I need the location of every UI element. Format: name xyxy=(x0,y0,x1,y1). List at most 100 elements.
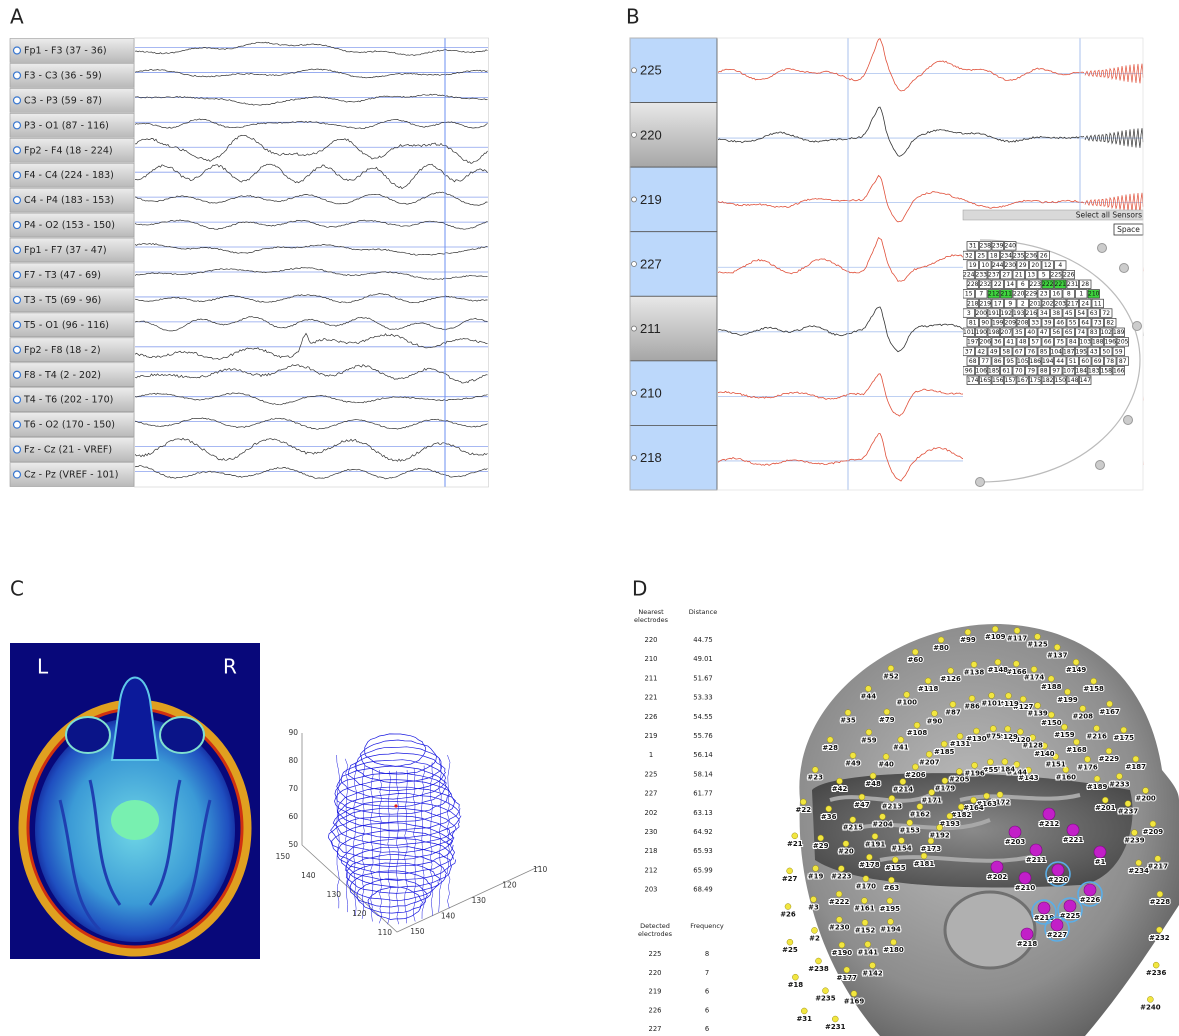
y-tick-label: 140 xyxy=(441,912,456,921)
table-cell: 7 xyxy=(705,969,709,977)
electrode xyxy=(926,751,932,757)
channel-icon xyxy=(632,68,637,73)
space-label: Space xyxy=(1117,225,1140,234)
sensor-label: 15 xyxy=(965,291,973,298)
x-tick-label: 130 xyxy=(327,890,342,899)
sensor-label: 12 xyxy=(1044,262,1052,269)
electrode-label: #40 xyxy=(878,761,894,769)
channel-label: T6 - O2 (170 - 150) xyxy=(23,420,115,431)
sensor-label: 39 xyxy=(1044,320,1052,327)
electrode-label: #227 xyxy=(1047,931,1068,939)
table-cell: 53.33 xyxy=(693,694,712,702)
sensor-label: 13 xyxy=(1027,272,1035,279)
electrode-label: #2 xyxy=(809,934,820,942)
sensor-label: 66 xyxy=(1044,339,1052,346)
electrode xyxy=(844,967,850,973)
electrode-label: #170 xyxy=(856,883,877,891)
channel-icon xyxy=(14,446,21,453)
electrode-label: #20 xyxy=(838,848,854,856)
electrode-label: #223 xyxy=(831,873,852,881)
sensor-label: 47 xyxy=(1040,329,1048,336)
electrode xyxy=(787,868,793,874)
electrode-label: #48 xyxy=(865,780,881,788)
sensor-label: 232 xyxy=(980,281,992,288)
electrode-label: #151 xyxy=(1045,761,1066,769)
eeg-trace xyxy=(135,466,488,479)
electrode xyxy=(904,692,910,698)
x-tick-label: 140 xyxy=(301,871,316,880)
electrode xyxy=(818,835,824,841)
fiducial xyxy=(976,478,985,487)
electrode xyxy=(792,833,798,839)
z-tick-label: 70 xyxy=(288,784,298,793)
electrode-label: #189 xyxy=(1087,783,1108,791)
eeg-trace xyxy=(135,393,488,405)
page: A B C D Fp1 - F3 (37 - 36)F3 - C3 (36 - … xyxy=(0,0,1179,1036)
electrode xyxy=(972,762,978,768)
sensor-label: 54 xyxy=(1077,310,1085,317)
highlighted-electrode xyxy=(1043,808,1055,820)
electrode xyxy=(938,637,944,643)
fiducial xyxy=(1096,461,1105,470)
electrode-label: #150 xyxy=(1041,719,1062,727)
sensor-label: 103 xyxy=(1080,339,1092,346)
table-cell: 1 xyxy=(649,751,653,759)
electrode xyxy=(987,759,993,765)
electrode-label: #173 xyxy=(921,845,942,853)
sensor-label: 18 xyxy=(990,252,998,259)
eeg-trace xyxy=(135,267,488,279)
sensor-label: 73 xyxy=(1094,320,1102,327)
electrode xyxy=(917,804,923,810)
orbit xyxy=(160,717,204,753)
eeg-trace xyxy=(135,192,488,205)
table-cell: 226 xyxy=(649,1006,662,1014)
sensor-label: 189 xyxy=(1113,329,1125,336)
electrode xyxy=(1002,759,1008,765)
sensor-label: 59 xyxy=(1115,348,1123,355)
electrode xyxy=(995,659,1001,665)
sensor-label: 225 xyxy=(1051,272,1063,279)
sensor-label: 228 xyxy=(967,281,979,288)
sensor-label: 84 xyxy=(1069,339,1077,346)
eeg-trace xyxy=(135,418,488,429)
sensor-label: 209 xyxy=(1005,320,1017,327)
table-cell: 219 xyxy=(645,732,658,740)
eeg-trace xyxy=(718,107,1084,156)
sensor-label: 187 xyxy=(1063,348,1075,355)
sensor-label: 20 xyxy=(1031,262,1039,269)
electrode xyxy=(865,941,871,947)
sensor-label: 221 xyxy=(1055,281,1067,288)
sensor-label: 194 xyxy=(1042,358,1054,365)
electrode xyxy=(942,778,948,784)
sensor-label: 223 xyxy=(1030,281,1042,288)
sensor-label: 212 xyxy=(988,291,1000,298)
electrode xyxy=(914,722,920,728)
table-cell: 56.14 xyxy=(693,751,712,759)
electrode-label: #153 xyxy=(899,827,920,835)
sensor-label: 8 xyxy=(1067,291,1071,298)
table-header: Frequency xyxy=(681,922,733,930)
eeg-hd-panel: 225220219227211210218Select all SensorsS… xyxy=(630,38,1143,490)
sensor-label: 150 xyxy=(1055,377,1067,384)
electrode xyxy=(862,920,868,926)
x-tick-label: 110 xyxy=(378,928,393,937)
sensor-label: 97 xyxy=(1052,368,1060,375)
electrode-label: #141 xyxy=(857,948,878,956)
sensor-label: 240 xyxy=(1005,243,1017,250)
electrode-label: #101 xyxy=(981,700,1002,708)
sensor-label: 202 xyxy=(1042,300,1054,307)
sensor-label: 237 xyxy=(988,272,1000,279)
electrode xyxy=(1034,634,1040,640)
sensor-label: 95 xyxy=(1006,358,1014,365)
table-cell: 225 xyxy=(645,770,658,778)
sensor-label: 40 xyxy=(1027,329,1035,336)
electrode-label: #175 xyxy=(1113,734,1134,742)
table-cell: 6 xyxy=(705,1025,709,1033)
electrode-label: #149 xyxy=(1066,666,1087,674)
select-all-button[interactable]: Select all Sensors xyxy=(1076,211,1142,220)
highlighted-electrode xyxy=(1038,902,1050,914)
sensor-label: 74 xyxy=(1077,329,1085,336)
electrode xyxy=(1048,712,1054,718)
electrode xyxy=(1017,729,1023,735)
sensor-label: 70 xyxy=(1015,368,1023,375)
